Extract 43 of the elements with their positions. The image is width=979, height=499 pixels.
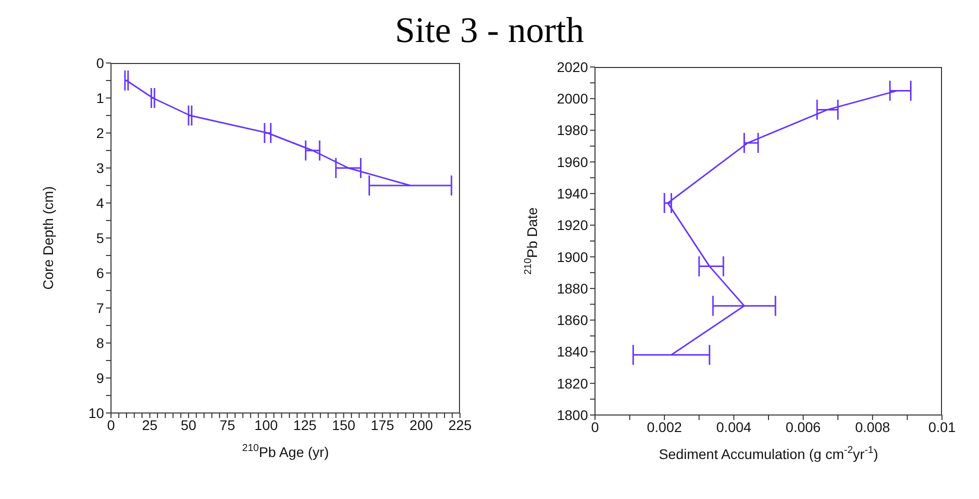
y-tick-label: 5 — [96, 230, 104, 246]
x-tick-label: 225 — [448, 416, 472, 433]
y-tick-label: 1980 — [556, 122, 588, 138]
x-axis-title: $^{210}$Pb Age (yr) — [242, 443, 329, 460]
y-tick-label: 1800 — [556, 406, 588, 423]
y-axis-title: Core Depth (cm) — [40, 186, 56, 290]
y-tick-label: 1860 — [556, 312, 588, 328]
x-axis-title: Sediment Accumulation (g cm$^{-2}$yr$^{-1}$) — [658, 445, 878, 462]
y-tick-label: 10 — [88, 404, 104, 421]
y-tick-label: 1 — [96, 90, 104, 106]
x-tick-label: 125 — [293, 416, 317, 433]
x-tick-label: 200 — [410, 416, 434, 433]
y-tick-label: 1900 — [556, 248, 588, 265]
x-tick-label: 0.006 — [786, 418, 821, 435]
x-tick-label: 0.004 — [716, 418, 752, 435]
x-tick-label: 0 — [107, 416, 116, 433]
x-tick-label: 0 — [591, 418, 600, 435]
x-tick-label: 175 — [370, 416, 394, 433]
y-tick-label: 1880 — [556, 280, 588, 296]
x-tick-label: 0.002 — [646, 418, 682, 435]
y-tick-label: 2000 — [556, 90, 588, 107]
y-tick-label: 8 — [96, 334, 104, 351]
x-tick-label: 50 — [180, 416, 197, 433]
x-tick-label: 75 — [220, 416, 236, 433]
y-tick-label: 4 — [96, 194, 104, 211]
y-tick-label: 1920 — [556, 217, 588, 234]
x-tick-label: 150 — [332, 416, 356, 433]
y-tick-label: 1820 — [556, 375, 588, 392]
y-tick-label: 9 — [96, 370, 104, 386]
y-tick-label: 1940 — [556, 186, 588, 202]
y-tick-label: 1840 — [556, 344, 588, 360]
x-tick-label: 0.01 — [928, 418, 956, 435]
y-tick-label: 6 — [96, 264, 104, 281]
y-tick-label: 1960 — [556, 154, 588, 170]
x-tick-label: 25 — [142, 416, 158, 433]
y-tick-label: 2 — [96, 124, 104, 141]
y-tick-label: 3 — [96, 160, 104, 176]
x-tick-label: 100 — [254, 416, 278, 433]
y-tick-label: 7 — [96, 300, 104, 316]
x-tick-label: 0.008 — [855, 418, 890, 435]
chart-title: Site 3 - north — [394, 10, 585, 50]
y-tick-label: 0 — [96, 54, 104, 71]
y-tick-label: 2020 — [556, 58, 588, 75]
